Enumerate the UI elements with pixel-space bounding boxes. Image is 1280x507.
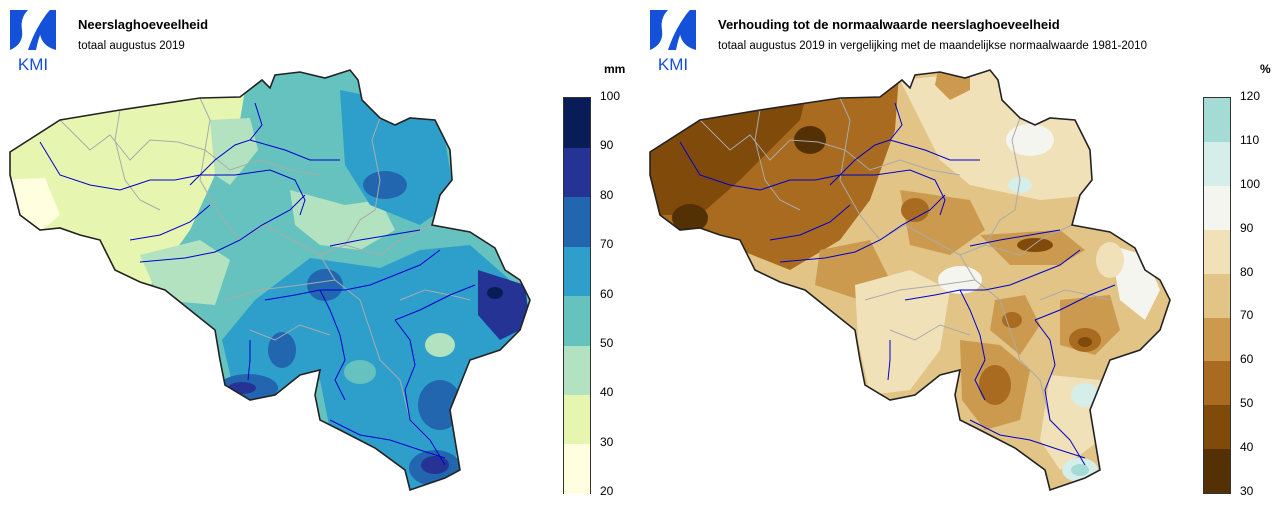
kmi-logo: KMI: [10, 10, 56, 74]
legend-swatch: [1204, 273, 1230, 318]
legend-swatch: [564, 98, 590, 148]
kmi-logo-wave: [10, 10, 28, 50]
legend-swatch: [564, 246, 590, 297]
legend-tick-label: 30: [1240, 484, 1254, 498]
kmi-logo-wave: [668, 10, 694, 50]
legend-swatch: [564, 344, 590, 395]
legend-tick-label: 60: [1240, 352, 1254, 367]
rivers: [679, 102, 1116, 466]
legend-tick-label: 40: [600, 385, 614, 400]
legend-swatch: [1204, 361, 1230, 406]
ratio-legend: [1203, 97, 1231, 494]
legend-swatch: [564, 147, 590, 198]
precipitation-legend: [563, 97, 591, 494]
legend-tick-label: 120: [1240, 89, 1261, 103]
ratio-map: [649, 69, 1171, 491]
legend-tick-label: 80: [600, 187, 614, 202]
legend-tick-label: 20: [600, 484, 614, 498]
kmi-logo-wave: [28, 10, 54, 50]
map-title: Verhouding tot de normaalwaarde neerslag…: [718, 17, 1060, 32]
legend-tick-label: 90: [600, 138, 614, 153]
legend-tick-label: 50: [600, 335, 614, 350]
legend-tick-label: 110: [1240, 132, 1260, 147]
legend-swatch: [1204, 229, 1230, 274]
province-borders: [699, 97, 1111, 441]
map-subtitle: totaal augustus 2019: [78, 40, 185, 52]
legend-tick-label: 30: [600, 434, 614, 449]
kmi-logo-text: KMI: [658, 55, 688, 74]
legend-tick-label: 40: [1240, 440, 1254, 455]
kmi-logo: KMI: [650, 10, 696, 74]
legend-swatch: [564, 196, 590, 247]
legend-swatch: [1204, 98, 1230, 142]
precipitation-map: [9, 69, 531, 491]
legend-swatch: [1204, 405, 1230, 450]
kmi-logo-wave: [650, 10, 668, 50]
legend-swatch: [1204, 317, 1230, 362]
precipitation-fill: [10, 70, 530, 490]
ratio-fill: [650, 70, 1170, 490]
legend-tick-label: 70: [1240, 308, 1254, 323]
legend-tick-label: 50: [1240, 396, 1254, 411]
legend-unit: %: [1260, 62, 1271, 76]
legend-swatch: [1204, 449, 1230, 494]
legend-unit: mm: [604, 62, 626, 76]
legend-swatch: [564, 394, 590, 445]
province-borders: [59, 97, 471, 441]
precipitation-panel: KMI Neerslaghoeveelheid totaal augustus …: [9, 10, 626, 498]
rivers: [39, 102, 476, 466]
legend-tick-label: 70: [600, 237, 614, 252]
kmi-logo-text: KMI: [18, 55, 48, 74]
legend-swatch: [564, 295, 590, 346]
legend-swatch: [1204, 185, 1230, 230]
ratio-panel: KMI Verhouding tot de normaalwaarde neer…: [640, 0, 1280, 507]
legend-swatch: [564, 443, 590, 494]
legend-tick-label: 80: [1240, 264, 1254, 279]
legend-tick-label: 60: [600, 286, 614, 301]
map-subtitle: totaal augustus 2019 in vergelijking met…: [718, 40, 1147, 52]
legend-tick-label: 90: [1240, 220, 1254, 235]
map-title: Neerslaghoeveelheid: [78, 17, 209, 32]
legend-tick-label: 100: [1240, 176, 1261, 191]
legend-tick-label: 100: [600, 89, 621, 103]
legend-swatch: [1204, 141, 1230, 186]
